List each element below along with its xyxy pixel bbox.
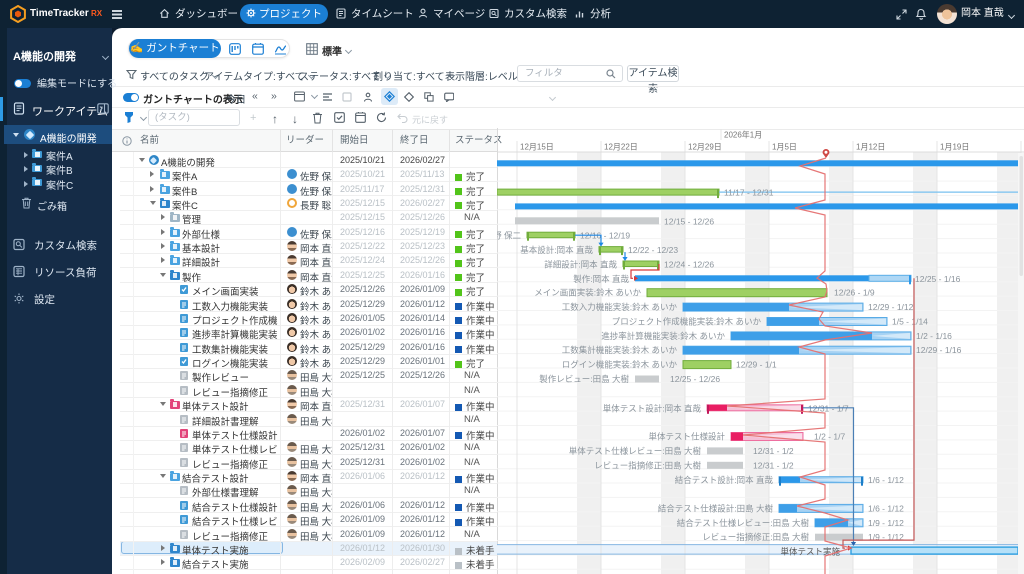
svg-text:12月15日: 12月15日 xyxy=(520,143,554,152)
svg-text:1月5日: 1月5日 xyxy=(772,143,797,152)
svg-text:1/2 - 1/7: 1/2 - 1/7 xyxy=(814,432,845,442)
svg-text:1/6 - 1/12: 1/6 - 1/12 xyxy=(868,503,904,513)
svg-text:詳細設計:岡本 直哉: 詳細設計:岡本 直哉 xyxy=(544,260,617,270)
svg-text:単体テスト仕様レビュー:田島 大樹: 単体テスト仕様レビュー:田島 大樹 xyxy=(569,446,702,456)
svg-text:ログイン機能実装:鈴木 あいか: ログイン機能実装:鈴木 あいか xyxy=(562,360,678,370)
svg-text:製作:岡本 直哉: 製作:岡本 直哉 xyxy=(573,274,629,284)
svg-text:12/22 - 12/23: 12/22 - 12/23 xyxy=(628,245,678,255)
svg-text:製作レビュー:田島 大樹: 製作レビュー:田島 大樹 xyxy=(539,374,629,384)
svg-text:1/2 - 1/16: 1/2 - 1/16 xyxy=(916,331,952,341)
svg-text:単体テスト仕様設計: 単体テスト仕様設計 xyxy=(648,432,725,442)
svg-text:1月19日: 1月19日 xyxy=(940,143,969,152)
svg-text:外部仕様:佐野 保二: 外部仕様:佐野 保二 xyxy=(497,231,521,241)
svg-text:12/25 - 1/16: 12/25 - 1/16 xyxy=(915,274,961,284)
svg-text:12/29 - 1/12: 12/29 - 1/12 xyxy=(868,302,914,312)
svg-text:結合テスト仕様設計:田島 大樹: 結合テスト仕様設計:田島 大樹 xyxy=(658,503,774,513)
svg-text:工数集計機能実装:鈴木 あいか: 工数集計機能実装:鈴木 あいか xyxy=(562,345,678,355)
svg-text:12月22日: 12月22日 xyxy=(604,143,638,152)
svg-text:結合テスト設計:岡本 直哉: 結合テスト設計:岡本 直哉 xyxy=(675,475,774,485)
svg-text:11/17 - 12/31: 11/17 - 12/31 xyxy=(724,188,774,198)
svg-text:結合テスト仕様レビュー:田島 大樹: 結合テスト仕様レビュー:田島 大樹 xyxy=(677,518,810,528)
svg-text:単体テスト実施: 単体テスト実施 xyxy=(780,547,840,557)
svg-text:レビュー指摘修正:田島 大樹: レビュー指摘修正:田島 大樹 xyxy=(702,532,809,542)
svg-text:進捗率計算機能実装:鈴木 あいか: 進捗率計算機能実装:鈴木 あいか xyxy=(601,331,725,341)
svg-text:プロジェクト作成機能実装:鈴木 あいか: プロジェクト作成機能実装:鈴木 あいか xyxy=(612,317,762,327)
svg-text:12/24 - 12/26: 12/24 - 12/26 xyxy=(664,260,714,270)
svg-text:12/25 - 12/26: 12/25 - 12/26 xyxy=(670,374,720,384)
svg-text:12月29日: 12月29日 xyxy=(688,143,722,152)
svg-text:単体テスト設計:岡本 直哉: 単体テスト設計:岡本 直哉 xyxy=(603,403,702,413)
svg-text:12/15 - 12/26: 12/15 - 12/26 xyxy=(664,216,714,226)
svg-text:12/16 - 12/19: 12/16 - 12/19 xyxy=(580,231,630,241)
svg-text:12/29 - 1/16: 12/29 - 1/16 xyxy=(916,345,962,355)
svg-text:12/26 - 1/9: 12/26 - 1/9 xyxy=(834,288,875,298)
svg-text:1/9 - 1/12: 1/9 - 1/12 xyxy=(868,532,904,542)
svg-text:12/29 - 1/1: 12/29 - 1/1 xyxy=(736,360,777,370)
svg-text:12/31 - 1/2: 12/31 - 1/2 xyxy=(753,460,794,470)
svg-text:基本設計:岡本 直哉: 基本設計:岡本 直哉 xyxy=(520,245,593,255)
svg-text:工数入力機能実装:鈴木 あいか: 工数入力機能実装:鈴木 あいか xyxy=(562,302,678,312)
svg-text:1月12日: 1月12日 xyxy=(856,143,885,152)
svg-text:1/5 - 1/14: 1/5 - 1/14 xyxy=(892,317,928,327)
svg-text:1/9 - 1/12: 1/9 - 1/12 xyxy=(868,518,904,528)
svg-text:レビュー指摘修正:田島 大樹: レビュー指摘修正:田島 大樹 xyxy=(594,460,701,470)
svg-text:12/31 - 1/2: 12/31 - 1/2 xyxy=(753,446,794,456)
svg-text:1/6 - 1/12: 1/6 - 1/12 xyxy=(868,475,904,485)
svg-text:メイン画面実装:鈴木 あいか: メイン画面実装:鈴木 あいか xyxy=(534,288,641,298)
svg-text:2026年1月: 2026年1月 xyxy=(724,130,762,140)
